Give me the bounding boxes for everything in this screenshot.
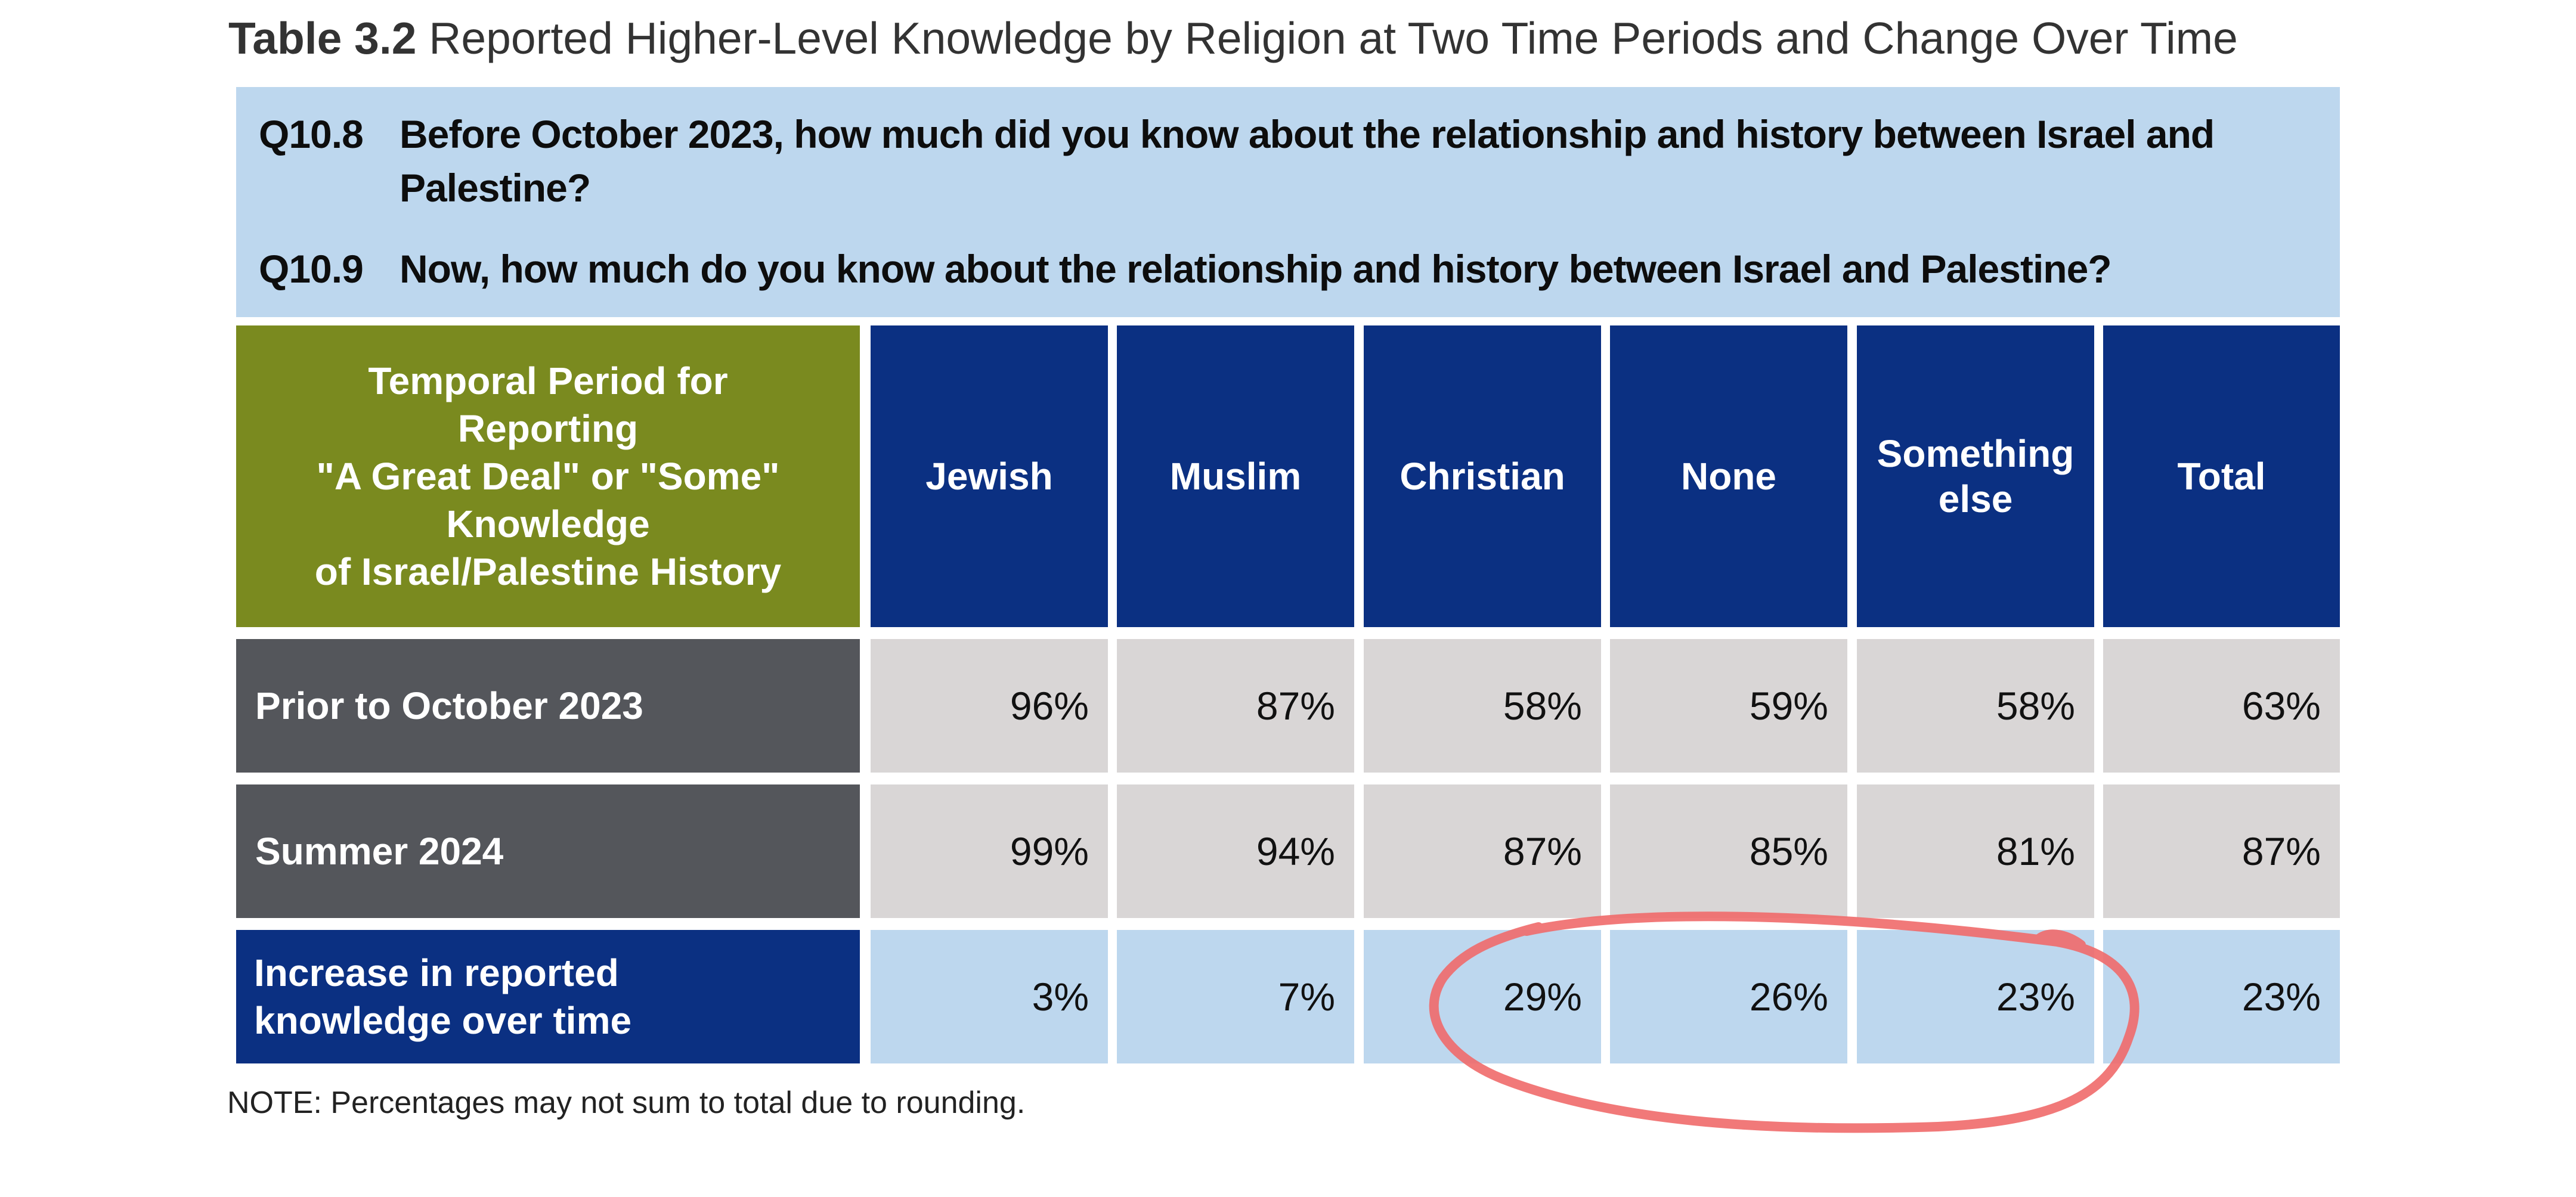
column-header-muslim: Muslim [1117, 325, 1354, 627]
column-header-total: Total [2103, 325, 2340, 627]
table-cell: 81% [1857, 784, 2094, 918]
table-cell: 87% [1364, 784, 1601, 918]
question-id: Q10.9 [259, 247, 364, 291]
column-header-something-else: Something else [1857, 325, 2094, 627]
table-cell: 23% [2103, 930, 2340, 1063]
table-number: Table 3.2 [228, 13, 417, 63]
header-line: Reporting [457, 407, 639, 450]
header-line: Knowledge [446, 503, 650, 545]
table-title: Table 3.2 Reported Higher-Level Knowledg… [228, 8, 2238, 68]
row-label-summer: Summer 2024 [236, 784, 860, 918]
table-note: NOTE: Percentages may not sum to total d… [227, 1086, 1026, 1120]
question-box: Q10.8 Before October 2023, how much did … [236, 87, 2340, 317]
header-temporal-period: Temporal Period for Reporting "A Great D… [236, 325, 860, 627]
table-cell: 59% [1610, 639, 1847, 773]
question-q10-8: Q10.8 Before October 2023, how much did … [259, 107, 2296, 215]
table-cell: 99% [871, 784, 1108, 918]
table-cell: 58% [1364, 639, 1601, 773]
header-line: of Israel/Palestine History [314, 550, 782, 593]
row-label-prior: Prior to October 2023 [236, 639, 860, 773]
header-line: "A Great Deal" or "Some" [316, 455, 780, 498]
table-cell: 3% [871, 930, 1108, 1063]
table-cell: 96% [871, 639, 1108, 773]
row-label-increase: Increase in reported knowledge over time [236, 930, 860, 1063]
question-text: Now, how much do you know about the rela… [400, 247, 2112, 291]
header-line: Temporal Period for [368, 359, 728, 402]
table-cell: 29% [1364, 930, 1601, 1063]
table-cell: 23% [1857, 930, 2094, 1063]
question-id: Q10.8 [259, 112, 364, 156]
question-text: Before October 2023, how much did you kn… [400, 112, 2215, 210]
table-cell: 94% [1117, 784, 1354, 918]
column-header-none: None [1610, 325, 1847, 627]
table-cell: 63% [2103, 639, 2340, 773]
column-header-christian: Christian [1364, 325, 1601, 627]
table-cell: 85% [1610, 784, 1847, 918]
table-cell: 7% [1117, 930, 1354, 1063]
table-cell: 87% [1117, 639, 1354, 773]
table-cell: 26% [1610, 930, 1847, 1063]
column-header-jewish: Jewish [871, 325, 1108, 627]
question-q10-9: Q10.9 Now, how much do you know about th… [259, 242, 2296, 296]
table-cell: 58% [1857, 639, 2094, 773]
table-title-text: Reported Higher-Level Knowledge by Relig… [429, 13, 2238, 63]
table-cell: 87% [2103, 784, 2340, 918]
